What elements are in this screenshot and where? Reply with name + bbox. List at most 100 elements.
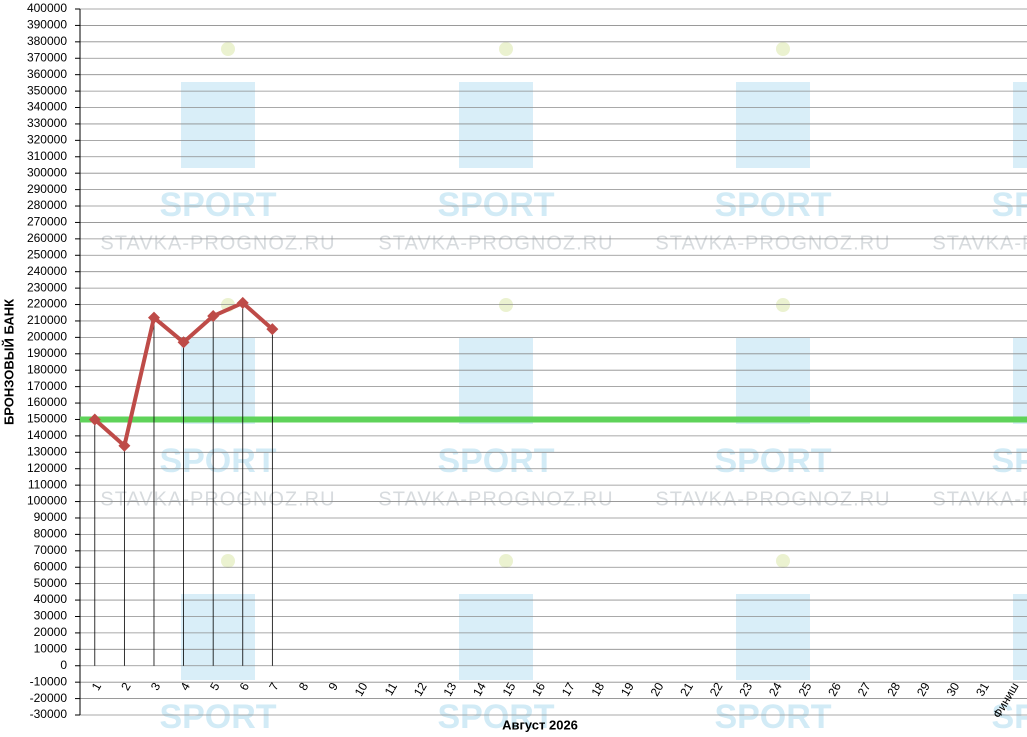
x-tick-label: 18 (588, 680, 607, 699)
watermark-ball (499, 42, 513, 56)
y-tick-label: 330000 (27, 116, 67, 130)
watermark-figure (459, 82, 533, 168)
y-tick-label: 270000 (27, 215, 67, 229)
watermark-site: STAVKA-PROGNOZ.RU (932, 232, 1027, 254)
watermark-ball (499, 298, 513, 312)
x-tick-label: 29 (914, 680, 933, 699)
y-tick-label: 350000 (27, 83, 67, 97)
watermark-title: SPORT (714, 442, 831, 480)
y-tick-label: 280000 (27, 198, 67, 212)
x-tick-label: 14 (470, 680, 489, 699)
marker (147, 311, 160, 324)
y-tick-label: 40000 (34, 592, 68, 606)
y-tick-label: 340000 (27, 100, 67, 114)
y-tick-label: 220000 (27, 297, 67, 311)
y-tick-label: -30000 (30, 707, 68, 721)
y-tick-label: -20000 (30, 691, 68, 705)
y-tick-label: 240000 (27, 264, 67, 278)
y-tick-label: 400000 (27, 1, 67, 15)
x-tick-label: 20 (648, 680, 667, 699)
watermark-title: SPORT (159, 698, 276, 736)
marker (266, 323, 279, 336)
y-tick-label: 390000 (27, 18, 67, 32)
x-tick-label: 12 (411, 680, 430, 699)
watermark-figure (459, 338, 533, 424)
y-tick-label: 80000 (34, 527, 68, 541)
y-tick-label: 70000 (34, 543, 68, 557)
y-tick-label: 160000 (27, 395, 67, 409)
marker (236, 296, 249, 309)
y-tick-label: 50000 (34, 576, 68, 590)
y-tick-label: 150000 (27, 412, 67, 426)
y-tick-label: 140000 (27, 428, 67, 442)
y-tick-label: 310000 (27, 149, 67, 163)
watermark-figure (181, 594, 255, 680)
x-tick-label: 31 (973, 680, 992, 699)
watermark-ball (221, 554, 235, 568)
watermark-ball (776, 554, 790, 568)
watermark-figure (736, 594, 810, 680)
y-tick-label: 30000 (34, 609, 68, 623)
watermark-ball (499, 554, 513, 568)
watermark-figure (1013, 82, 1027, 168)
y-tick-label: 100000 (27, 494, 67, 508)
watermark-title: SPORT (991, 698, 1027, 736)
watermark-ball (221, 42, 235, 56)
watermark-title: SPORT (714, 698, 831, 736)
y-tick-label: 230000 (27, 280, 67, 294)
watermark-site: STAVKA-PROGNOZ.RU (378, 232, 613, 254)
x-tick-label: 22 (707, 680, 726, 699)
watermark-title: SPORT (714, 186, 831, 224)
watermark-title: SPORT (159, 442, 276, 480)
x-tick-label: 24 (766, 680, 785, 699)
y-tick-label: 250000 (27, 247, 67, 261)
watermark-site: STAVKA-PROGNOZ.RU (100, 488, 335, 510)
x-axis-title: Август 2026 (502, 717, 578, 732)
watermark-title: SPORT (991, 442, 1027, 480)
x-tick-label: 23 (736, 680, 755, 699)
y-tick-label: 170000 (27, 379, 67, 393)
watermark-figure (459, 594, 533, 680)
watermark-ball (776, 42, 790, 56)
y-tick-label: 60000 (34, 559, 68, 573)
watermark-site: STAVKA-PROGNOZ.RU (655, 488, 890, 510)
marker (177, 336, 190, 349)
y-tick-label: 190000 (27, 346, 67, 360)
watermark-title: SPORT (437, 698, 554, 736)
y-tick-label: 110000 (28, 477, 67, 491)
watermark-figure (1013, 338, 1027, 424)
y-tick-label: 120000 (27, 461, 67, 475)
x-tick-label: 10 (352, 680, 371, 699)
watermark-title: SPORT (437, 186, 554, 224)
x-tick-label: 28 (884, 680, 903, 699)
y-tick-label: 0 (60, 658, 67, 672)
y-tick-label: 180000 (27, 362, 67, 376)
x-tick-label: 16 (529, 680, 548, 699)
y-tick-label: 200000 (27, 330, 67, 344)
watermark-site: STAVKA-PROGNOZ.RU (378, 488, 613, 510)
y-axis-title: БРОНЗОВЫЙ БАНК (1, 299, 16, 425)
x-tick-label: 25 (796, 680, 815, 699)
y-tick-label: 290000 (27, 182, 67, 196)
watermark-site: STAVKA-PROGNOZ.RU (655, 232, 890, 254)
watermark-figure (736, 82, 810, 168)
x-tick-label: 17 (559, 680, 578, 699)
x-tick-label: 26 (825, 680, 844, 699)
watermark-title: SPORT (991, 186, 1027, 224)
x-tick-label: 15 (500, 680, 519, 699)
watermark-title: SPORT (159, 186, 276, 224)
y-tick-label: 10000 (34, 641, 68, 655)
watermark-ball (776, 298, 790, 312)
y-tick-label: 130000 (27, 444, 67, 458)
y-tick-label: 260000 (27, 231, 67, 245)
x-tick-label: 13 (440, 680, 459, 699)
marker (88, 413, 101, 426)
marker (207, 310, 220, 323)
x-tick-label: 21 (677, 680, 696, 699)
x-tick-label: 27 (855, 680, 874, 699)
y-tick-label: 300000 (27, 165, 67, 179)
watermark-figure (181, 338, 255, 424)
watermark-title: SPORT (437, 442, 554, 480)
y-tick-label: 380000 (27, 34, 67, 48)
